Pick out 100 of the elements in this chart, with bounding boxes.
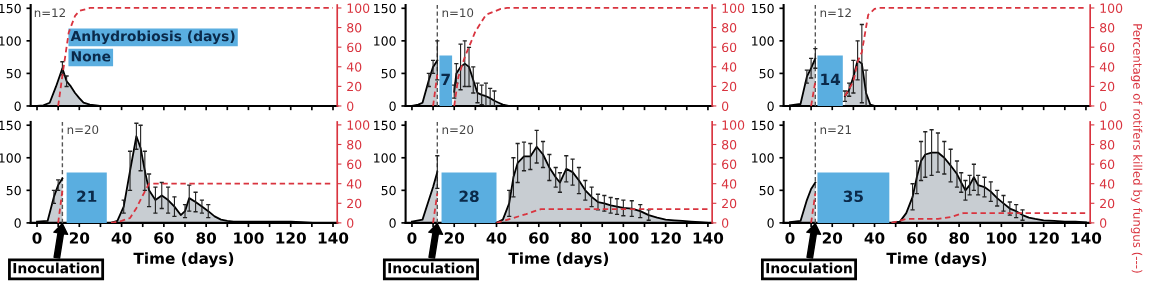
y2-tick-label: 0 <box>347 101 354 111</box>
y-tick-label: 100 <box>0 153 21 163</box>
x-tick-label: 80 <box>571 232 591 244</box>
y-tick-label: 50 <box>759 68 774 79</box>
x-tick-label: 0 <box>407 232 417 244</box>
y-tick-label: 0 <box>389 218 396 228</box>
x-tick-label: 120 <box>1029 232 1059 244</box>
annotation: None <box>71 51 111 62</box>
y2-tick-label: 100 <box>347 3 370 13</box>
x-axis-title: Time (days) <box>886 252 987 268</box>
y2-tick-label: 80 <box>722 139 737 150</box>
y2-tick-label: 60 <box>347 159 362 170</box>
y2-tick-label: 100 <box>722 3 745 13</box>
y2-tick-label: 80 <box>1100 23 1115 33</box>
x-tick-label: 120 <box>276 232 306 244</box>
x-tick-label: 0 <box>785 232 795 244</box>
band-label: 35 <box>843 190 863 203</box>
y2-tick-label: 20 <box>722 81 737 92</box>
y2-tick-label: 100 <box>1100 120 1123 130</box>
band-label: 28 <box>459 190 479 203</box>
y2-tick-label: 20 <box>347 198 362 209</box>
y2-tick-label: 100 <box>347 120 370 130</box>
y2-tick-label: 20 <box>1100 81 1115 92</box>
x-tick-label: 140 <box>693 232 724 244</box>
y-tick-label: 150 <box>0 3 21 14</box>
x-tick-label: 100 <box>609 232 639 244</box>
y-tick-label: 100 <box>0 36 21 46</box>
y-tick-label: 0 <box>14 218 21 228</box>
y2-axis-title: Percentage of rotifers killed by fungus (---) <box>1130 24 1143 273</box>
text: Inoculation <box>13 262 99 274</box>
x-tick-label: 20 <box>822 232 843 244</box>
x-tick-label: 60 <box>907 232 927 244</box>
y2-tick-label: 80 <box>1100 139 1115 150</box>
x-tick-label: 140 <box>1071 232 1102 244</box>
annotation: Anhydrobiosis (days) <box>70 30 235 45</box>
y-tick-label: 0 <box>389 101 396 111</box>
text: Inoculation <box>388 262 474 274</box>
band-label: 21 <box>77 190 97 202</box>
x-tick-label: 40 <box>864 232 885 244</box>
band-label: 14 <box>821 73 841 85</box>
x-tick-label: 120 <box>651 232 681 244</box>
y2-tick-label: 60 <box>347 42 362 53</box>
x-tick-label: 60 <box>529 232 549 244</box>
x-tick-label: 40 <box>486 232 507 244</box>
y-tick-label: 100 <box>374 153 396 163</box>
x-tick-label: 60 <box>154 232 174 244</box>
annotation: n=21 <box>820 125 851 134</box>
annotation: n=20 <box>67 125 99 135</box>
band-label: 7 <box>441 73 450 85</box>
annotation: n=10 <box>442 8 474 18</box>
annotation: n=20 <box>442 125 474 135</box>
y-tick-label: 0 <box>767 101 774 111</box>
y2-tick-label: 80 <box>722 23 737 33</box>
y-tick-label: 50 <box>759 185 774 196</box>
y-tick-label: 50 <box>381 185 396 196</box>
x-tick-label: 80 <box>949 232 969 244</box>
y2-tick-label: 20 <box>347 81 362 92</box>
y-tick-label: 150 <box>752 120 774 131</box>
x-axis-title: Time (days) <box>133 252 234 268</box>
y-tick-label: 100 <box>374 36 396 46</box>
x-tick-label: 20 <box>444 232 465 244</box>
y2-tick-label: 0 <box>1100 101 1107 111</box>
annotation: n=12 <box>34 8 65 18</box>
y2-tick-label: 0 <box>347 218 354 228</box>
x-tick-label: 80 <box>196 232 217 244</box>
y2-tick-label: 60 <box>1100 159 1115 170</box>
y-tick-label: 150 <box>374 3 396 14</box>
y-tick-label: 0 <box>767 218 774 228</box>
y2-tick-label: 80 <box>347 139 362 150</box>
y2-tick-label: 0 <box>1100 218 1107 228</box>
y-tick-label: 50 <box>6 185 21 196</box>
y-tick-label: 150 <box>0 120 21 131</box>
y2-tick-label: 100 <box>722 120 745 130</box>
x-tick-label: 20 <box>69 232 90 244</box>
y-tick-label: 50 <box>381 68 396 79</box>
y2-tick-label: 40 <box>346 62 362 72</box>
y-tick-label: 0 <box>14 101 21 111</box>
y-tick-label: 100 <box>752 36 774 46</box>
x-tick-label: 140 <box>318 232 349 244</box>
y2-tick-label: 40 <box>721 179 737 189</box>
y-tick-label: 150 <box>752 3 774 14</box>
x-tick-label: 0 <box>32 232 42 244</box>
y2-tick-label: 60 <box>1100 42 1115 53</box>
x-axis-title: Time (days) <box>508 252 609 268</box>
y-tick-label: 100 <box>752 153 774 163</box>
y2-tick-label: 20 <box>1100 198 1115 209</box>
y2-tick-label: 0 <box>722 101 729 111</box>
y-tick-label: 50 <box>6 68 21 79</box>
text: Inoculation <box>766 262 852 274</box>
y2-tick-label: 40 <box>1099 62 1115 72</box>
y2-tick-label: 40 <box>721 62 737 72</box>
y2-tick-label: 40 <box>1099 179 1115 189</box>
y2-tick-label: 60 <box>722 159 737 170</box>
y2-tick-label: 40 <box>346 179 362 189</box>
y2-tick-label: 0 <box>722 218 729 228</box>
annotation: n=12 <box>820 8 851 18</box>
x-tick-label: 100 <box>987 232 1017 244</box>
y2-tick-label: 20 <box>722 198 737 209</box>
y2-tick-label: 60 <box>722 42 737 53</box>
y2-tick-label: 100 <box>1100 3 1123 13</box>
